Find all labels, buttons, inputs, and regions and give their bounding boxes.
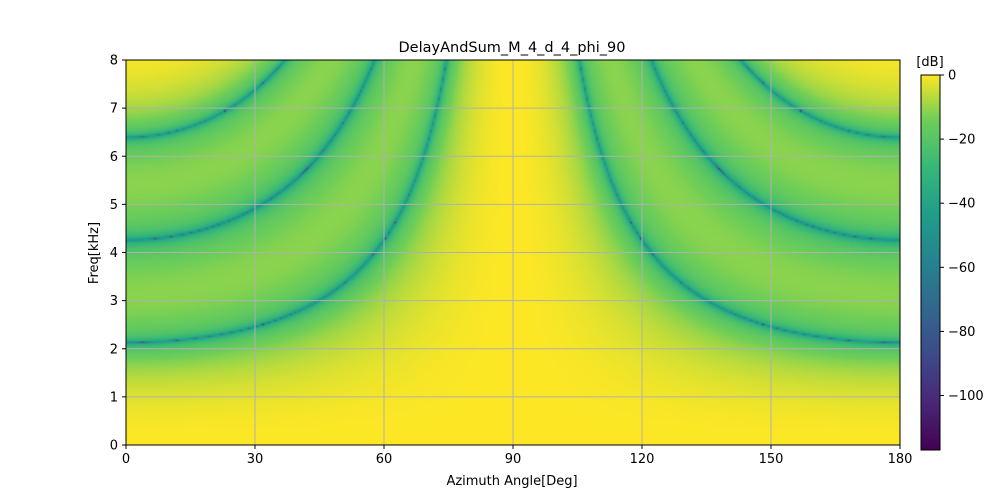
x-axis: 0 30 60 90 120 150 180 bbox=[122, 445, 913, 467]
y-tick-label: 5 bbox=[110, 198, 118, 213]
x-tick-label: 0 bbox=[122, 452, 130, 467]
colorbar-tick-label: −80 bbox=[948, 325, 975, 340]
y-tick-label: 1 bbox=[110, 390, 118, 405]
x-axis-label: Azimuth Angle[Deg] bbox=[446, 474, 577, 489]
x-tick-label: 120 bbox=[630, 452, 655, 467]
y-axis-label: Freq[kHz] bbox=[87, 222, 102, 284]
x-tick-label: 150 bbox=[759, 452, 784, 467]
x-tick-label: 180 bbox=[888, 452, 913, 467]
y-tick-label: 2 bbox=[110, 342, 118, 357]
y-tick-label: 8 bbox=[110, 54, 118, 69]
y-tick-label: 4 bbox=[110, 246, 118, 261]
colorbar-tick-label: −100 bbox=[948, 389, 984, 404]
y-tick-label: 6 bbox=[110, 150, 118, 165]
colorbar-label: [dB] bbox=[916, 55, 943, 70]
colorbar: [dB] 0 −20 −40 −60 −80 −100 bbox=[916, 55, 984, 451]
chart-title: DelayAndSum_M_4_d_4_phi_90 bbox=[399, 40, 626, 56]
y-axis: 0 1 2 3 4 5 6 7 8 bbox=[110, 54, 126, 454]
x-tick-label: 60 bbox=[376, 452, 393, 467]
y-tick-label: 0 bbox=[110, 439, 118, 454]
colorbar-tick-label: −60 bbox=[948, 261, 975, 276]
y-tick-label: 7 bbox=[110, 102, 118, 117]
colorbar-gradient bbox=[920, 74, 941, 451]
colorbar-tick-label: −40 bbox=[948, 197, 975, 212]
colorbar-ticks: 0 −20 −40 −60 −80 −100 bbox=[940, 69, 984, 404]
colorbar-tick-label: 0 bbox=[948, 69, 956, 84]
colorbar-tick-label: −20 bbox=[948, 133, 975, 148]
x-tick-label: 90 bbox=[505, 452, 522, 467]
y-tick-label: 3 bbox=[110, 294, 118, 309]
x-tick-label: 30 bbox=[247, 452, 264, 467]
